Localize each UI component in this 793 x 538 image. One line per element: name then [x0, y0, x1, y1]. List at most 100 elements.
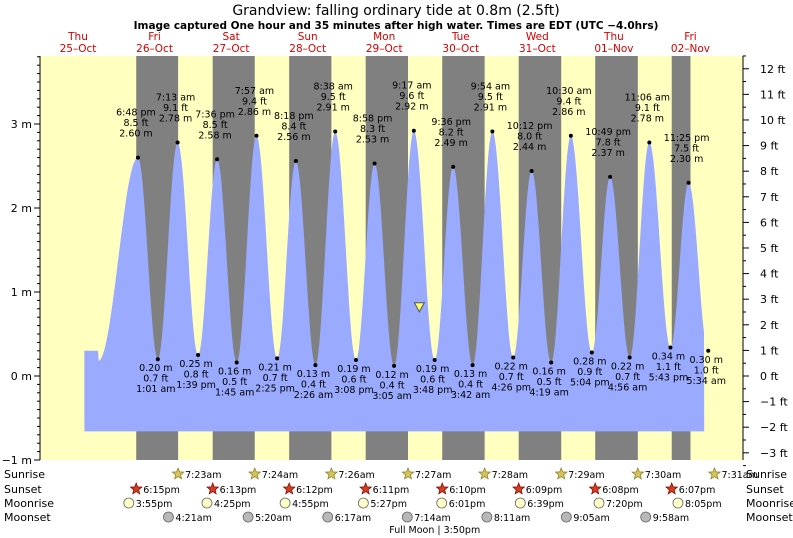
moonset-time: 9:05am: [573, 513, 609, 524]
right-tick-label: 2 ft: [760, 319, 779, 332]
high-tide-label: 9.6 ft: [399, 91, 424, 102]
moonrise-icon: [672, 497, 684, 509]
high-tide-label: 8.5 ft: [123, 118, 148, 129]
low-tide-point: [234, 360, 239, 365]
sunset-time: 6:13pm: [220, 485, 257, 496]
low-tide-label: 0.30 m: [690, 355, 723, 366]
right-tick-label: 0 ft: [760, 370, 779, 383]
high-tide-label: 2.53 m: [356, 134, 389, 145]
sunset-icon: [588, 482, 602, 495]
low-tide-label: 0.25 m: [179, 359, 212, 370]
sunrise-time: 7:29am: [568, 470, 604, 481]
day-date: 26–Oct: [136, 43, 173, 55]
low-tide-point: [432, 358, 437, 363]
day-date: 30–Oct: [442, 43, 479, 55]
sunrise-icon: [248, 467, 262, 480]
low-tide-label: 2:25 pm: [255, 383, 295, 394]
high-tide-label: 7.8 ft: [596, 137, 621, 148]
high-tide-label: 2.44 m: [513, 142, 546, 153]
moonrise-icon: [201, 497, 213, 509]
moonrise-row-label: Moonrise: [4, 497, 54, 510]
moonrise-row-label-right: Moonrise: [746, 497, 793, 510]
high-tide-label: 2.91 m: [316, 103, 349, 114]
high-tide-label: 2.49 m: [434, 138, 467, 149]
low-tide-label: 1.1 ft: [656, 362, 681, 373]
current-tide-marker: [413, 302, 426, 313]
tide-extremes: 6:48 pm8.5 ft2.60 m7:13 am9.1 ft2.78 m 7:…: [116, 81, 726, 402]
high-tide-label: 2.78 m: [159, 113, 192, 124]
high-tide-label: 10:12 pm: [507, 121, 553, 132]
full-moon-label: Full Moon | 3:50pm: [389, 525, 480, 536]
moonset-icon: [481, 511, 493, 523]
low-tide-label: 3:42 am: [451, 390, 490, 401]
high-tide-point: [490, 129, 495, 134]
high-tide-label: 2.56 m: [277, 132, 310, 143]
sunset-row-label: Sunset: [4, 483, 42, 496]
high-tide-point: [215, 157, 220, 162]
low-tide-point: [313, 363, 318, 368]
low-tide-point: [353, 358, 358, 363]
right-tick-label: 4 ft: [760, 268, 779, 281]
low-tide-label: 0.19 m: [337, 364, 370, 375]
low-tide-label: 3:05 am: [372, 391, 411, 402]
day-name: Sun: [298, 31, 318, 43]
high-tide-point: [647, 140, 652, 145]
low-tide-label: 0.22 m: [494, 362, 527, 373]
low-tide-label: 1:45 am: [215, 388, 254, 399]
day-name: Wed: [526, 31, 549, 43]
high-tide-label: 9:17 am: [392, 81, 431, 92]
low-tide-label: 0.4 ft: [301, 380, 326, 391]
high-tide-label: 11:25 pm: [664, 133, 710, 144]
high-tide-label: 9.5 ft: [321, 92, 346, 103]
low-tide-label: 0.8 ft: [184, 370, 209, 381]
high-tide-label: 9.1 ft: [635, 103, 660, 114]
low-tide-label: 1.0 ft: [694, 365, 719, 376]
moonset-icon: [401, 511, 413, 523]
low-tide-label: 0.7 ft: [499, 372, 524, 383]
moonset-icon: [163, 511, 174, 523]
low-tide-point: [627, 355, 632, 360]
right-tick-label: 5 ft: [760, 242, 779, 255]
moonset-time: 8:11am: [494, 513, 530, 524]
day-name: Sat: [223, 31, 240, 43]
low-tide-label: 0.5 ft: [222, 377, 247, 388]
high-tide-label: 2.60 m: [119, 129, 152, 140]
sunrise-icon: [477, 467, 492, 480]
low-tide-label: 0.5 ft: [537, 377, 562, 388]
high-tide-label: 2.30 m: [670, 154, 703, 165]
high-tide-point: [333, 129, 338, 134]
day-date: 01–Nov: [594, 43, 633, 55]
sunset-icon: [359, 482, 373, 495]
right-tick-label: 11 ft: [760, 88, 786, 101]
low-tide-point: [392, 363, 397, 368]
moonrise-time: 6:01pm: [449, 499, 486, 510]
day-name: Fri: [148, 31, 161, 43]
high-tide-label: 7.5 ft: [674, 143, 699, 154]
sunset-time: 6:08pm: [602, 485, 639, 496]
low-tide-label: 4:56 am: [608, 383, 647, 394]
high-tide-label: 8:58 pm: [353, 113, 393, 124]
sunrise-time: 7:27am: [415, 470, 451, 481]
day-date: 25–Oct: [60, 43, 97, 55]
sunrise-time: 7:26am: [338, 470, 374, 481]
left-tick-label: −1 m: [2, 454, 32, 467]
sunrise-icon: [554, 467, 568, 480]
sunrise-time: 7:31am: [721, 470, 757, 481]
sunrise-time: 7:24am: [262, 470, 298, 481]
high-tide-point: [529, 169, 534, 174]
low-tide-point: [511, 355, 516, 360]
low-tide-label: 0.21 m: [258, 362, 291, 373]
moonset-icon: [322, 511, 334, 523]
day-labels: Thu25–OctFri26–OctSat27–OctSun28–OctMon2…: [60, 31, 710, 55]
day-name: Fri: [684, 31, 697, 43]
right-tick-label: 8 ft: [760, 165, 779, 178]
high-tide-point: [451, 164, 456, 169]
high-tide-label: 9:36 pm: [431, 117, 471, 128]
moonrise-time: 4:25pm: [214, 499, 251, 510]
moonrise-time: 7:20pm: [606, 499, 643, 510]
high-tide-label: 11:06 am: [625, 92, 670, 103]
low-tide-label: 0.6 ft: [341, 375, 366, 386]
tide-area: [84, 130, 705, 432]
high-tide-label: 9:54 am: [471, 82, 510, 93]
